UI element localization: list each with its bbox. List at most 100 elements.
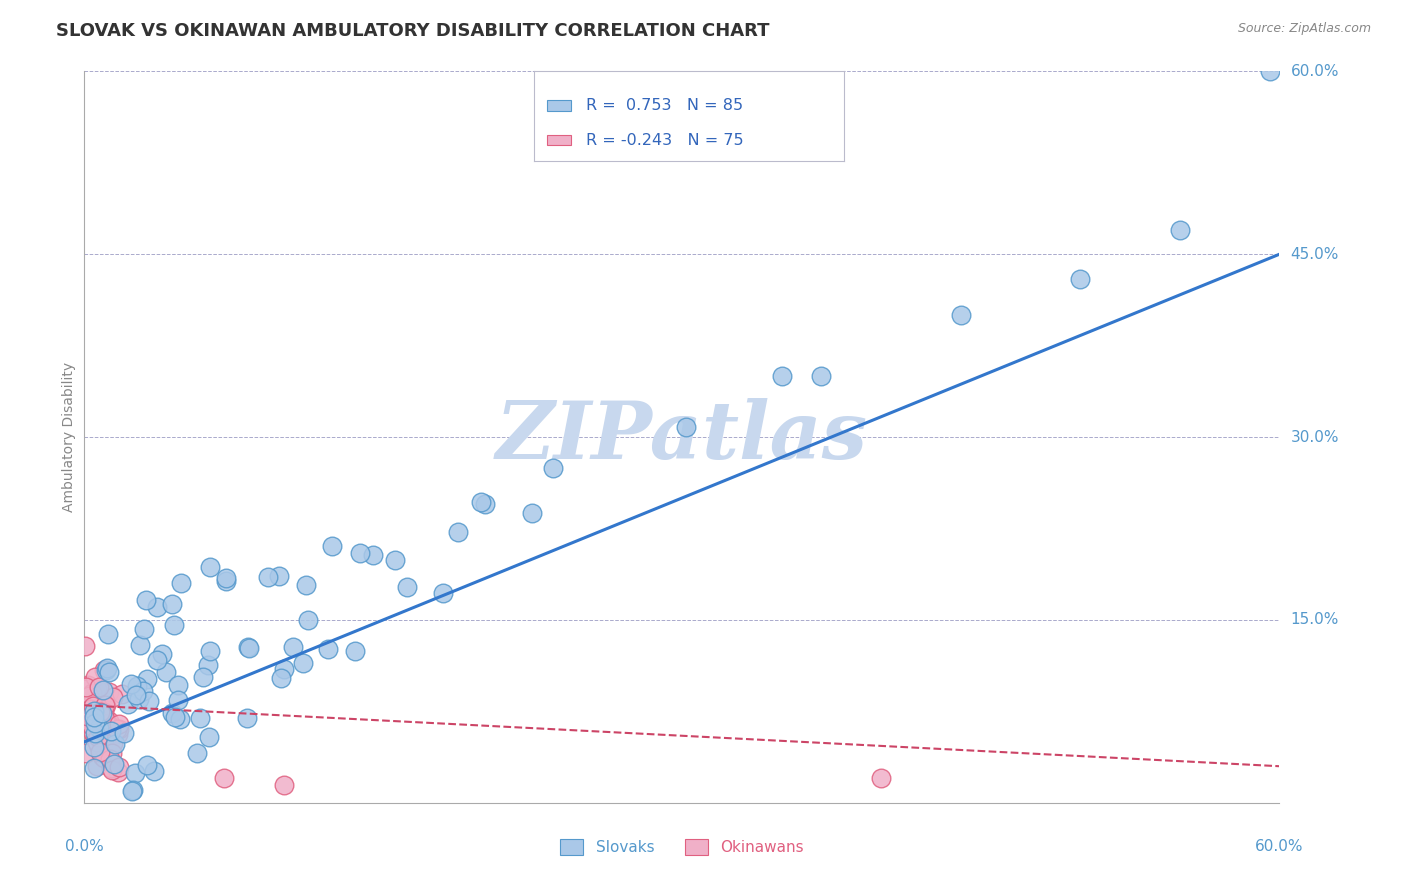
Text: 15.0%: 15.0% [1291,613,1339,627]
Point [107,760,129,774]
Point [474,497,496,511]
Text: ZIPatlas: ZIPatlas [496,399,868,475]
Text: R = -0.243   N = 75: R = -0.243 N = 75 [586,133,744,147]
Point [83,720,105,734]
Point [83,715,105,730]
Point [117,697,139,711]
Point [235,711,257,725]
Point [101,690,124,705]
Point [83,730,105,744]
Point [87,721,110,735]
Point [108,722,131,736]
Point [193,670,215,684]
Point [91,715,114,730]
Point [93,663,115,677]
Point [91,706,114,721]
Point [94,725,117,739]
Point [93,683,115,698]
Point [86,703,108,717]
Point [198,644,221,658]
Point [76,710,98,724]
Point [200,560,222,574]
Point [93,712,115,726]
Point [89,708,111,723]
Point [470,495,492,509]
Point [165,710,187,724]
Point [107,727,129,741]
Point [82,697,104,711]
Point [90,748,112,763]
Text: SLOVAK VS OKINAWAN AMBULATORY DISABILITY CORRELATION CHART: SLOVAK VS OKINAWAN AMBULATORY DISABILITY… [56,22,769,40]
Point [83,670,105,684]
Point [87,740,110,755]
Point [80,717,103,731]
Point [138,694,160,708]
Point [121,782,143,797]
Point [160,597,183,611]
Point [236,640,259,655]
Point [361,549,384,563]
Point [810,369,832,384]
Point [98,752,121,766]
Point [86,715,108,730]
Point [83,761,105,775]
Point [949,308,972,322]
Point [91,707,114,722]
Point [257,570,280,584]
Point [82,719,104,733]
Point [83,705,105,719]
Point [96,663,118,677]
Point [150,648,173,662]
Bar [547,135,571,145]
Text: R =  0.753   N = 85: R = 0.753 N = 85 [586,98,744,112]
Point [104,737,127,751]
Point [281,640,304,655]
Point [82,699,104,714]
Point [83,710,105,724]
Point [197,730,219,744]
Point [98,723,121,738]
Point [675,420,697,434]
Point [93,733,115,747]
Point [432,586,454,600]
Text: 60.0%: 60.0% [1256,839,1303,855]
Point [75,639,97,653]
Point [121,783,143,797]
Text: 60.0%: 60.0% [1291,64,1339,78]
Point [105,723,128,737]
Point [321,539,343,553]
Point [83,720,105,734]
Point [215,574,238,588]
Point [77,690,100,704]
Point [101,746,124,760]
Point [128,691,150,706]
Point [163,617,186,632]
Text: Source: ZipAtlas.com: Source: ZipAtlas.com [1237,22,1371,36]
Point [520,507,543,521]
Point [124,765,146,780]
Point [79,689,101,703]
Point [75,680,97,694]
Text: 45.0%: 45.0% [1291,247,1339,261]
Point [212,772,235,786]
Point [269,569,291,583]
Point [97,627,120,641]
Point [395,580,418,594]
Point [103,757,125,772]
Point [75,699,97,714]
Point [89,680,111,694]
Point [86,759,108,773]
Point [316,641,339,656]
Point [86,735,108,749]
Point [86,714,108,728]
Point [1069,271,1091,285]
Point [870,772,893,786]
Y-axis label: Ambulatory Disability: Ambulatory Disability [62,362,76,512]
Point [75,681,97,696]
Point [91,715,114,730]
Point [215,571,238,585]
Point [146,653,169,667]
Point [142,764,165,778]
Point [136,758,159,772]
Point [84,732,107,747]
